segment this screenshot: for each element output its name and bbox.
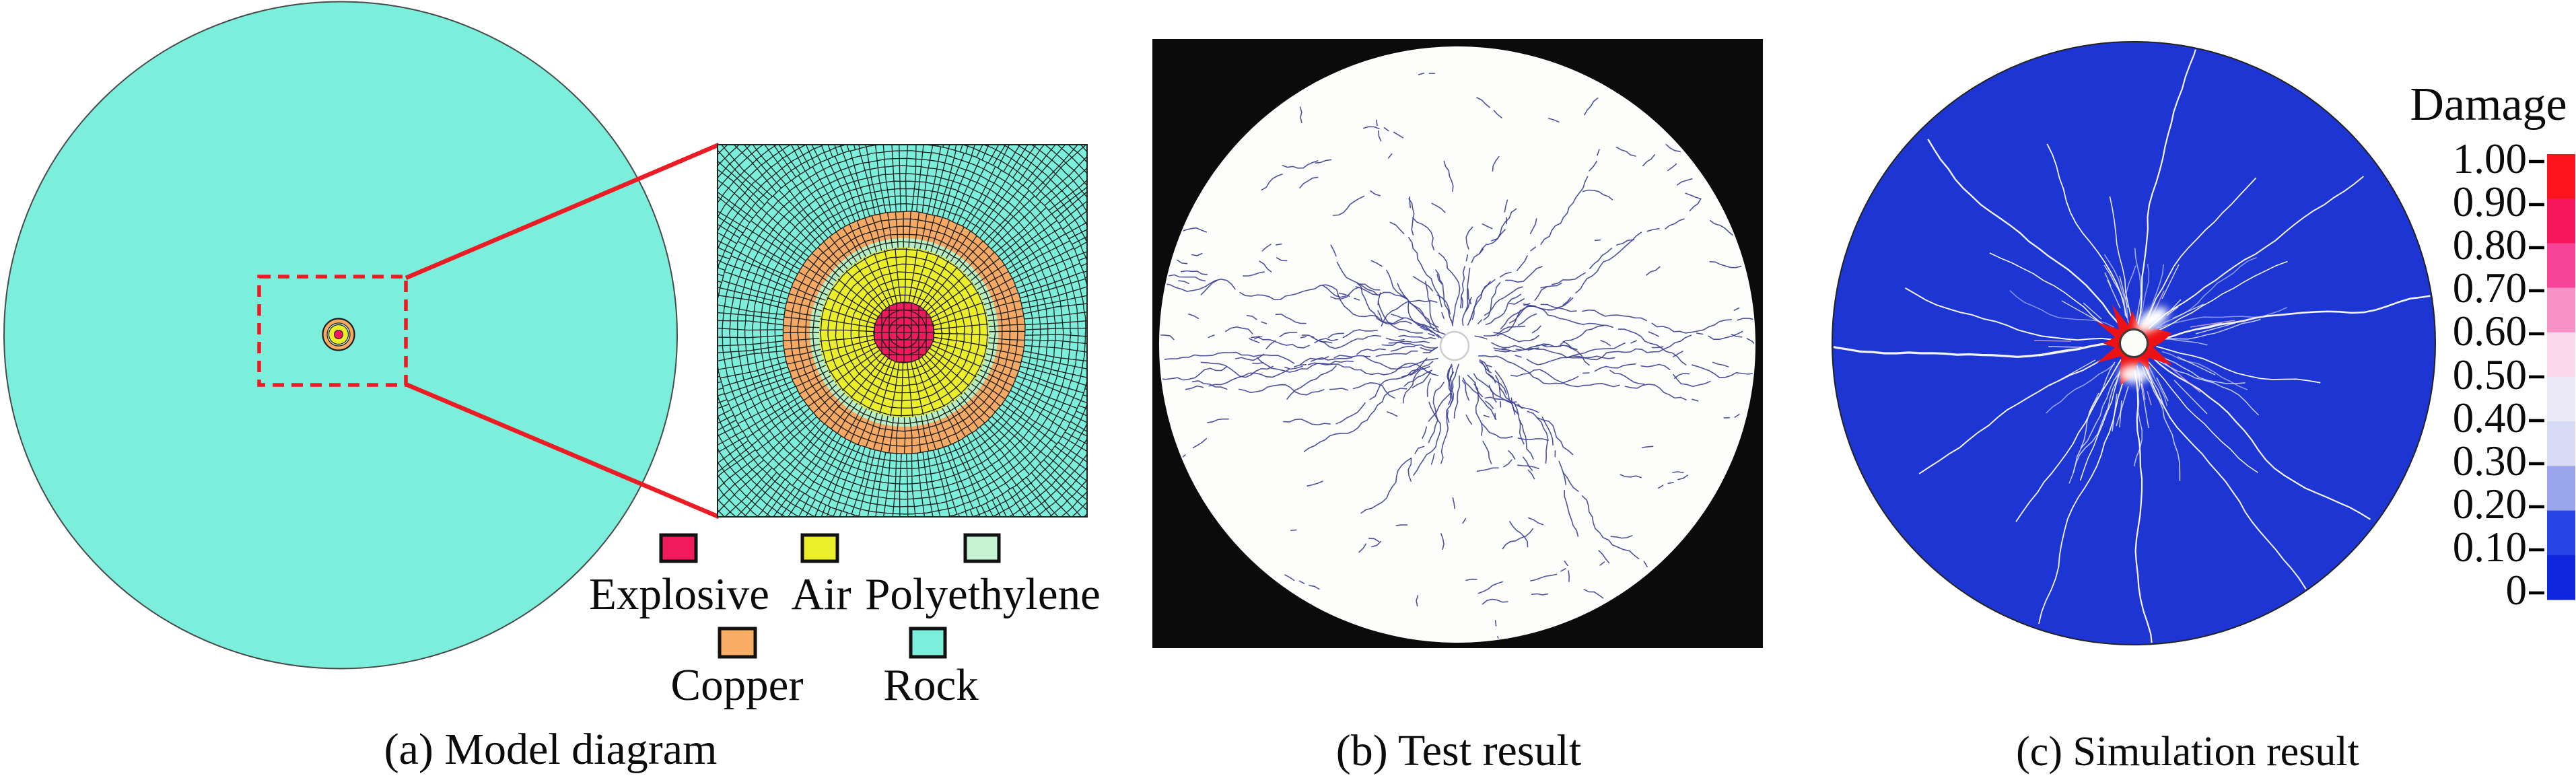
svg-text:0.40: 0.40 <box>2453 394 2527 441</box>
svg-text:0.20: 0.20 <box>2453 481 2527 528</box>
svg-text:Polyethylene: Polyethylene <box>865 569 1101 619</box>
svg-text:Explosive: Explosive <box>589 569 769 619</box>
svg-text:1.00: 1.00 <box>2453 135 2527 182</box>
svg-text:0.80: 0.80 <box>2453 221 2527 269</box>
svg-text:(a) Model diagram: (a) Model diagram <box>384 725 718 774</box>
svg-text:0.30: 0.30 <box>2453 437 2527 485</box>
svg-text:Rock: Rock <box>883 660 979 710</box>
svg-text:0.50: 0.50 <box>2453 351 2527 398</box>
svg-text:(c) Simulation result: (c) Simulation result <box>2016 729 2359 775</box>
svg-text:0: 0 <box>2506 567 2528 614</box>
svg-text:0.10: 0.10 <box>2453 524 2527 571</box>
svg-text:0.60: 0.60 <box>2453 308 2527 355</box>
svg-text:Copper: Copper <box>670 660 803 710</box>
svg-text:Damage: Damage <box>2410 79 2567 131</box>
svg-text:Air: Air <box>791 569 851 619</box>
svg-text:0.90: 0.90 <box>2453 178 2527 225</box>
svg-text:(b) Test result: (b) Test result <box>1336 726 1581 775</box>
svg-text:0.70: 0.70 <box>2453 264 2527 312</box>
